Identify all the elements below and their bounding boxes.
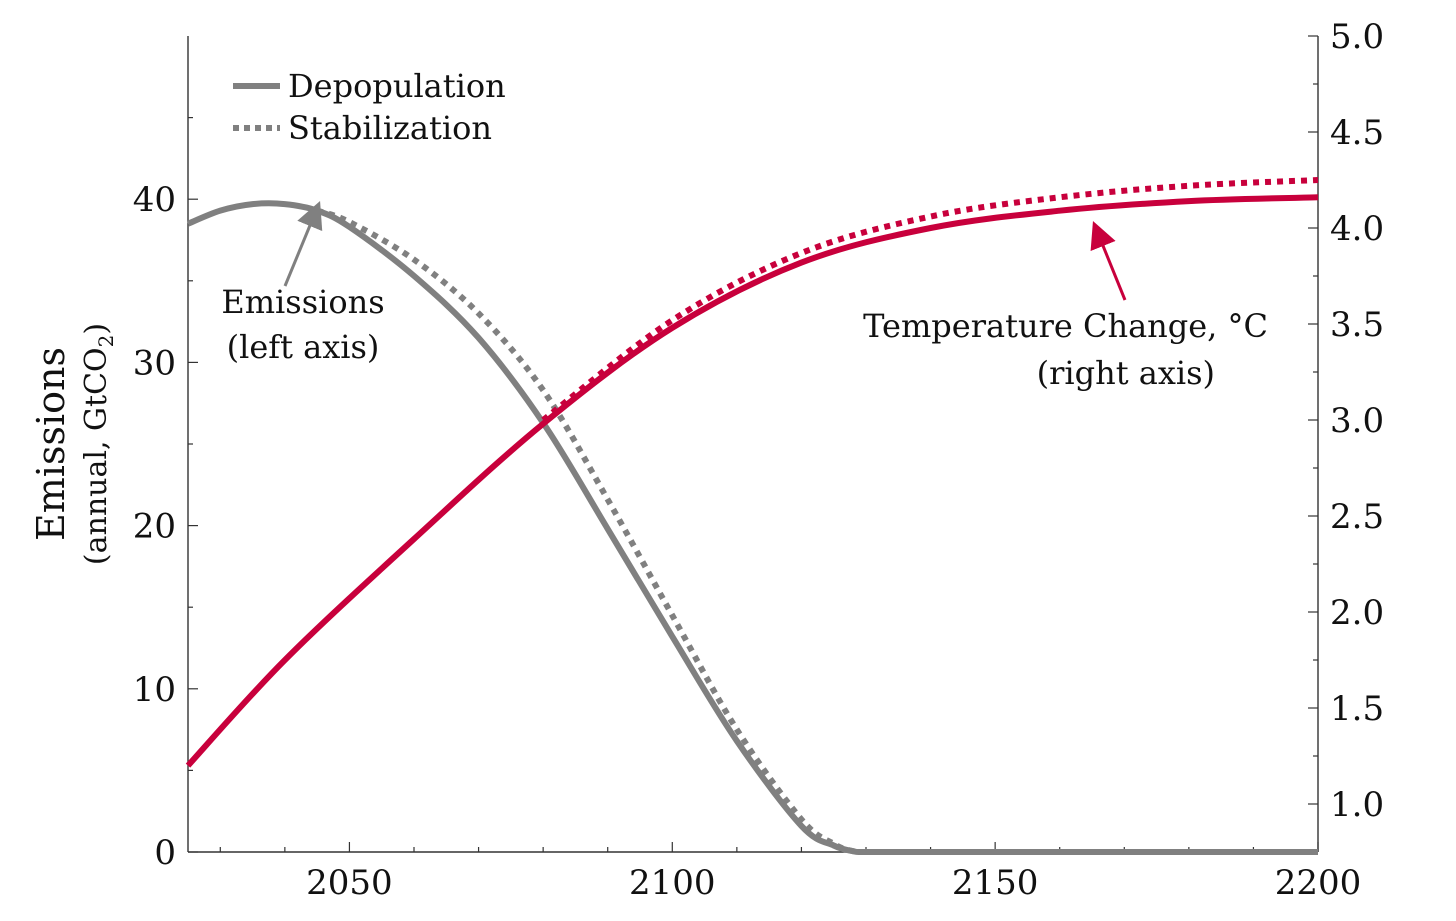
y-right-tick-label: 1.5 bbox=[1330, 689, 1384, 729]
tick-labels: 2050 2100 2150 2200 0 10 20 30 40 1.0 1.5 2.0 2.5 3.0… bbox=[133, 17, 1384, 903]
y-right-tick-label: 3.5 bbox=[1330, 305, 1384, 345]
y-right-tick-label: 4.0 bbox=[1330, 209, 1384, 249]
y-right-tick-label: 4.5 bbox=[1330, 113, 1384, 153]
annotation-temperature: Temperature Change, °C (right axis) bbox=[863, 220, 1268, 392]
y-right-tick-label: 5.0 bbox=[1330, 17, 1384, 57]
annotation-emissions-line2: (left axis) bbox=[227, 328, 380, 366]
series-line-temperature-depopulation bbox=[185, 194, 1319, 768]
legend: Depopulation Stabilization bbox=[233, 67, 506, 147]
y-left-tick-label: 0 bbox=[154, 833, 176, 873]
annotation-emissions-line1: Emissions bbox=[221, 283, 384, 321]
legend-label-depopulation: Depopulation bbox=[288, 67, 506, 105]
annotation-temperature-arrow bbox=[1090, 220, 1127, 301]
x-tick-label: 2150 bbox=[952, 863, 1039, 903]
y-right-tick-label: 3.0 bbox=[1330, 401, 1384, 441]
annotation-temperature-line1: Temperature Change, °C bbox=[863, 307, 1268, 345]
ticks bbox=[188, 35, 1319, 853]
series-group bbox=[185, 177, 1319, 856]
y-axis-label: Emissions (annual, GtCO2) bbox=[29, 323, 118, 565]
x-tick-label: 2050 bbox=[306, 863, 393, 903]
y-left-tick-label: 20 bbox=[133, 507, 176, 547]
x-tick-label: 2200 bbox=[1275, 863, 1362, 903]
y-left-tick-label: 40 bbox=[133, 180, 176, 220]
annotation-emissions-arrow bbox=[283, 201, 323, 287]
legend-label-stabilization: Stabilization bbox=[288, 109, 492, 147]
y-left-tick-label: 10 bbox=[133, 670, 176, 710]
annotation-emissions: Emissions (left axis) bbox=[221, 201, 385, 366]
y-right-tick-label: 2.0 bbox=[1330, 593, 1384, 633]
annotation-temperature-line2: (right axis) bbox=[1037, 354, 1215, 392]
x-tick-label: 2100 bbox=[629, 863, 716, 903]
y-right-tick-label: 1.0 bbox=[1330, 785, 1384, 825]
y-right-tick-label: 2.5 bbox=[1330, 497, 1384, 537]
y-axis-label-sub: (annual, GtCO2) bbox=[79, 323, 118, 565]
y-left-tick-label: 30 bbox=[133, 343, 176, 383]
y-axis-label-main: Emissions bbox=[29, 347, 73, 541]
